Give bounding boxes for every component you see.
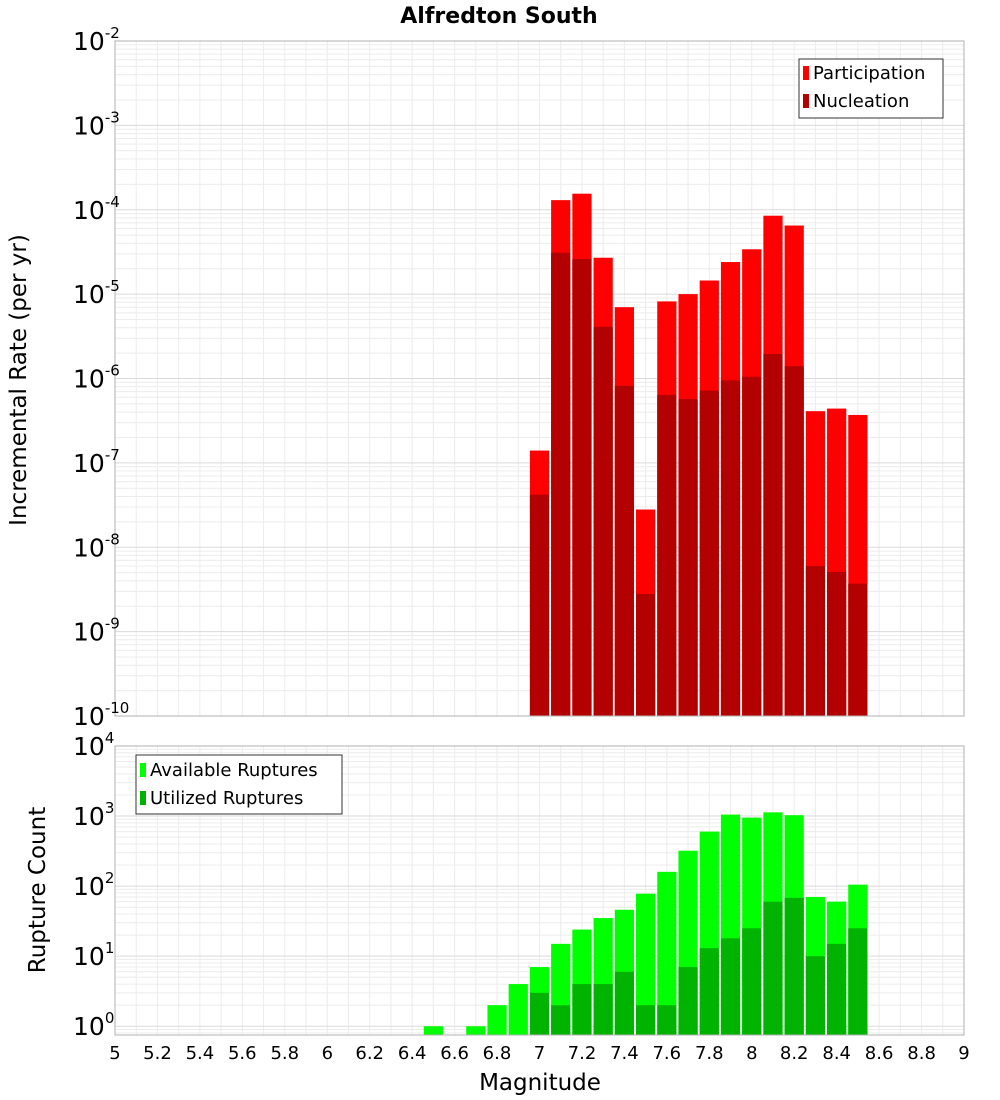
utilized-ruptures-bar	[742, 928, 762, 1035]
legend-label-available: Available Ruptures	[150, 760, 318, 781]
legend-label-participation: Participation	[813, 63, 925, 84]
utilized-ruptures-bar	[763, 901, 783, 1035]
bottom-y-tick-labels: 100 101 102 103 104	[73, 729, 114, 1041]
top-y-tick-label: 10-5	[73, 277, 120, 309]
utilized-ruptures-bar	[805, 956, 826, 1035]
x-tick-label: 6.2	[355, 1043, 384, 1064]
available-ruptures-bar	[636, 893, 656, 1035]
top-y-tick-label: 10-6	[73, 362, 120, 394]
top-plot-border	[114, 40, 965, 717]
utilized-ruptures-bar	[848, 928, 868, 1035]
nucleation-bar	[529, 494, 550, 716]
x-tick-label: 9	[958, 1043, 969, 1064]
nucleation-bar	[678, 399, 698, 716]
x-tick-label: 5.6	[228, 1043, 257, 1064]
bottom-bars	[423, 812, 868, 1035]
utilized-ruptures-bar	[784, 897, 804, 1035]
available-ruptures-bar	[508, 984, 528, 1035]
x-tick-label: 7.8	[695, 1043, 724, 1064]
nucleation-bar	[614, 385, 635, 716]
utilized-ruptures-bar	[678, 967, 698, 1035]
x-tick-label: 8.2	[780, 1043, 809, 1064]
legend-swatch-utilized	[140, 791, 146, 805]
chart-title: Alfredton South	[400, 4, 597, 29]
top-bars	[529, 193, 868, 717]
available-ruptures-bar	[466, 1026, 486, 1035]
x-tick-label: 8.6	[865, 1043, 894, 1064]
utilized-ruptures-bar	[636, 1005, 656, 1035]
x-axis-label: Magnitude	[479, 1070, 601, 1096]
top-legend: Participation Nucleation	[798, 58, 944, 119]
top-y-tick-labels: 10-10 10-9 10-8 10-7 10-6 10-5 10-4 10-3 10-2	[73, 24, 129, 731]
top-y-tick-label: 10-4	[73, 193, 120, 225]
legend-swatch-nucleation	[803, 94, 809, 108]
x-tick-label: 7.4	[610, 1043, 639, 1064]
nucleation-bar	[572, 259, 592, 716]
top-legend-box	[798, 58, 944, 119]
nucleation-bar	[593, 326, 613, 716]
bottom-y-tick-label: 100	[73, 1009, 114, 1041]
bottom-legend: Available Ruptures Utilized Ruptures	[135, 754, 343, 815]
x-tick-label: 8.8	[907, 1043, 936, 1064]
legend-swatch-participation	[803, 66, 809, 80]
nucleation-bar	[805, 565, 826, 716]
nucleation-bar	[742, 376, 762, 716]
available-ruptures-bar	[657, 871, 677, 1035]
x-tick-label: 6.6	[440, 1043, 469, 1064]
nucleation-bar	[827, 571, 847, 716]
nucleation-bar	[784, 366, 804, 716]
nucleation-bar	[636, 593, 656, 716]
bottom-y-tick-label: 104	[73, 729, 114, 761]
x-tick-label: 6.4	[398, 1043, 427, 1064]
x-tick-label: 8	[746, 1043, 757, 1064]
legend-swatch-available	[140, 763, 146, 777]
top-y-tick-label: 10-8	[73, 530, 120, 562]
nucleation-bar	[763, 354, 783, 716]
utilized-ruptures-bar	[614, 971, 635, 1035]
nucleation-bar	[551, 252, 571, 717]
legend-label-utilized: Utilized Ruptures	[150, 788, 303, 809]
bottom-y-tick-label: 103	[73, 799, 114, 831]
available-ruptures-bar	[487, 1005, 507, 1035]
x-tick-label: 8.4	[822, 1043, 851, 1064]
utilized-ruptures-bar	[699, 948, 719, 1035]
utilized-ruptures-bar	[657, 1005, 677, 1035]
top-y-axis-label: Incremental Rate (per yr)	[6, 234, 32, 526]
bottom-y-tick-label: 101	[73, 939, 114, 971]
top-y-tick-label: 10-2	[73, 24, 120, 56]
x-tick-label: 5.4	[186, 1043, 215, 1064]
top-y-tick-label: 10-10	[73, 699, 129, 731]
x-tick-label: 5.2	[143, 1043, 172, 1064]
nucleation-bar	[848, 583, 868, 716]
nucleation-bar	[699, 390, 719, 716]
x-tick-label: 5.8	[270, 1043, 299, 1064]
legend-label-nucleation: Nucleation	[813, 91, 909, 112]
x-tick-label: 7.6	[652, 1043, 681, 1064]
nucleation-bar	[720, 380, 741, 716]
x-tick-label: 5	[109, 1043, 120, 1064]
x-tick-label: 6.8	[483, 1043, 512, 1064]
utilized-ruptures-bar	[529, 992, 550, 1035]
x-tick-label: 7	[534, 1043, 545, 1064]
x-tick-label: 7.2	[568, 1043, 597, 1064]
bottom-plot-border	[114, 745, 965, 1036]
available-ruptures-bar	[423, 1026, 443, 1035]
bottom-legend-box	[135, 754, 343, 815]
x-tick-label: 6	[322, 1043, 333, 1064]
top-y-tick-label: 10-7	[73, 446, 120, 478]
top-y-tick-label: 10-3	[73, 108, 120, 140]
utilized-ruptures-bar	[720, 938, 741, 1035]
bottom-y-axis-label: Rupture Count	[25, 807, 51, 973]
bottom-y-tick-label: 102	[73, 869, 114, 901]
utilized-ruptures-bar	[827, 943, 847, 1035]
utilized-ruptures-bar	[593, 984, 613, 1035]
top-y-tick-label: 10-9	[73, 615, 120, 647]
x-tick-labels: 5 5.2 5.4 5.6 5.8 6 6.2 6.4 6.6 6.8 7 7.2 7.4 7.6 7.8 8…	[109, 1043, 969, 1064]
nucleation-bar	[657, 394, 677, 716]
utilized-ruptures-bar	[572, 984, 592, 1035]
utilized-ruptures-bar	[551, 1005, 571, 1035]
